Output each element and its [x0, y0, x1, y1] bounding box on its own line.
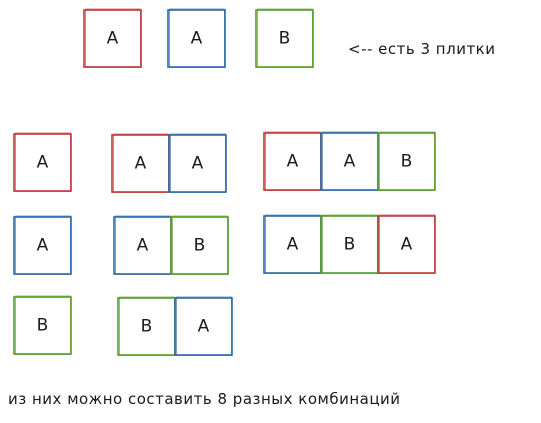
- tile-border: [13, 296, 72, 355]
- tile-border-sketch: [379, 131, 435, 191]
- tile-border: [167, 9, 226, 68]
- tile-border-sketch: [170, 133, 226, 193]
- tile-border-sketch: [169, 8, 225, 68]
- combination-1-tile-1: A: [13, 132, 72, 192]
- tile-letter: A: [107, 29, 119, 49]
- tile-letter: B: [194, 236, 206, 256]
- tile-letter: A: [191, 29, 203, 49]
- source-tile-a-2: A: [167, 8, 226, 68]
- combination-8-tile-3: A: [377, 214, 436, 274]
- combination-7-tile-2: A: [320, 131, 379, 191]
- tile-letter: A: [137, 236, 149, 256]
- tile-border-sketch: [15, 295, 71, 355]
- tile-letter: B: [344, 235, 356, 255]
- tile-border: [168, 134, 227, 193]
- tile-letter: B: [37, 316, 49, 336]
- tile-border: [83, 9, 142, 68]
- tile-border-sketch: [172, 215, 228, 275]
- combination-7-tile-1: A: [263, 131, 322, 191]
- tile-border: [174, 297, 233, 356]
- tile-border: [377, 132, 436, 191]
- tile-border: [13, 133, 72, 192]
- tile-letter: A: [198, 317, 210, 337]
- tile-letter: B: [279, 29, 291, 49]
- tile-border: [13, 216, 72, 275]
- tile-letter: A: [192, 154, 204, 174]
- tile-border-sketch: [85, 8, 141, 68]
- combinations-summary: из них можно составить 8 разных комбинац…: [8, 390, 401, 408]
- combination-4-tile-2: A: [168, 133, 227, 193]
- tiles-note: <-- есть 3 плитки: [348, 40, 496, 58]
- tile-letter: A: [135, 154, 147, 174]
- tile-border: [255, 9, 314, 68]
- combination-8-tile-1: A: [263, 214, 322, 274]
- source-tile-a-1: A: [83, 8, 142, 68]
- combination-5-tile-2: B: [170, 215, 229, 275]
- combination-4-tile-1: A: [111, 133, 170, 193]
- tile-border-sketch: [176, 296, 232, 356]
- tile-letter: B: [401, 152, 413, 172]
- tile-letter: A: [287, 152, 299, 172]
- combination-6-tile-2: A: [174, 296, 233, 356]
- combination-7-tile-3: B: [377, 131, 436, 191]
- tile-border: [377, 215, 436, 274]
- tile-letter: A: [344, 152, 356, 172]
- combination-8-tile-2: B: [320, 214, 379, 274]
- combination-3-tile-1: B: [13, 295, 72, 355]
- tile-border-sketch: [15, 132, 71, 192]
- tile-letter: A: [401, 235, 413, 255]
- tile-letter: A: [37, 153, 49, 173]
- source-tile-b-3: B: [255, 8, 314, 68]
- tile-border-sketch: [379, 214, 435, 274]
- combination-6-tile-1: B: [117, 296, 176, 356]
- tile-letter: A: [37, 236, 49, 256]
- tile-border-sketch: [257, 8, 313, 68]
- combination-5-tile-1: A: [113, 215, 172, 275]
- tile-letter: B: [141, 317, 153, 337]
- combination-2-tile-1: A: [13, 215, 72, 275]
- tile-border: [170, 216, 229, 275]
- tile-letter: A: [287, 235, 299, 255]
- tile-border-sketch: [15, 215, 71, 275]
